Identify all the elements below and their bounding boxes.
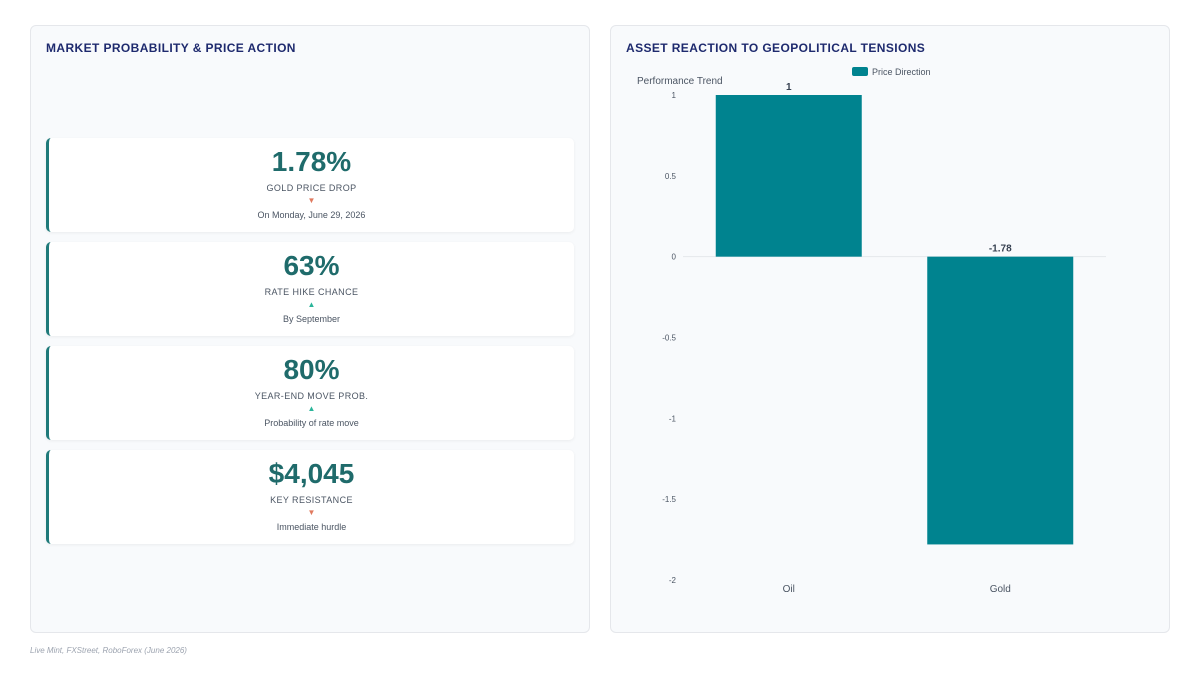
kpi-label: YEAR-END MOVE PROB. [254,391,369,401]
arrow-up-icon: ▲ [307,404,316,413]
asset-reaction-panel: ASSET REACTION TO GEOPOLITICAL TENSIONS … [610,25,1170,633]
kpi-value: 63% [283,250,340,281]
left-panel-title: MARKET PROBABILITY & PRICE ACTION [46,41,296,55]
market-probability-panel: MARKET PROBABILITY & PRICE ACTION 1.78% … [30,25,590,633]
y-tick-label: 0 [672,253,677,262]
y-tick-label: 1 [672,91,677,100]
kpi-subtext: Immediate hurdle [276,522,347,532]
kpi-subtext: Probability of rate move [264,418,359,428]
arrow-down-icon: ▼ [307,196,316,205]
y-tick-label: -0.5 [662,334,676,343]
y-tick-label: -1.5 [662,495,676,504]
bar-oil [715,95,862,257]
y-tick-label: -2 [669,576,677,585]
legend-swatch [852,67,868,76]
bar-gold [927,256,1074,545]
arrow-up-icon: ▲ [307,300,316,309]
bar-chart: Performance Trend Price Direction 1 0.5 0 -0.… [637,67,1106,595]
kpi-card-gold-price-drop: 1.78% GOLD PRICE DROP ▼ On Monday, June … [46,138,574,232]
data-label: 1 [786,82,792,93]
kpi-value: 80% [283,354,340,385]
legend-label: Price Direction [872,67,931,77]
right-panel-title: ASSET REACTION TO GEOPOLITICAL TENSIONS [626,41,926,55]
x-tick-label: Oil [783,584,795,595]
kpi-value: 1.78% [271,146,352,177]
y-tick-label: -1 [669,414,677,423]
y-tick-label: 0.5 [665,172,677,181]
kpi-card-rate-hike-chance: 63% RATE HIKE CHANCE ▲ By September [46,242,574,336]
kpi-subtext: By September [282,314,341,324]
x-tick-label: Gold [990,584,1011,595]
kpi-subtext: On Monday, June 29, 2026 [257,210,366,220]
kpi-label: GOLD PRICE DROP [266,183,357,193]
kpi-value: $4,045 [268,458,355,489]
data-label: -1.78 [989,244,1012,255]
kpi-label: KEY RESISTANCE [270,495,353,505]
y-axis-title: Performance Trend [637,76,723,87]
kpi-label: RATE HIKE CHANCE [264,287,359,297]
kpi-card-key-resistance: $4,045 KEY RESISTANCE ▼ Immediate hurdle [46,450,574,544]
kpi-card-year-end-move: 80% YEAR-END MOVE PROB. ▲ Probability of… [46,346,574,440]
source-footnote: Live Mint, FXStreet, RoboForex (June 202… [30,646,187,655]
arrow-down-icon: ▼ [307,508,316,517]
